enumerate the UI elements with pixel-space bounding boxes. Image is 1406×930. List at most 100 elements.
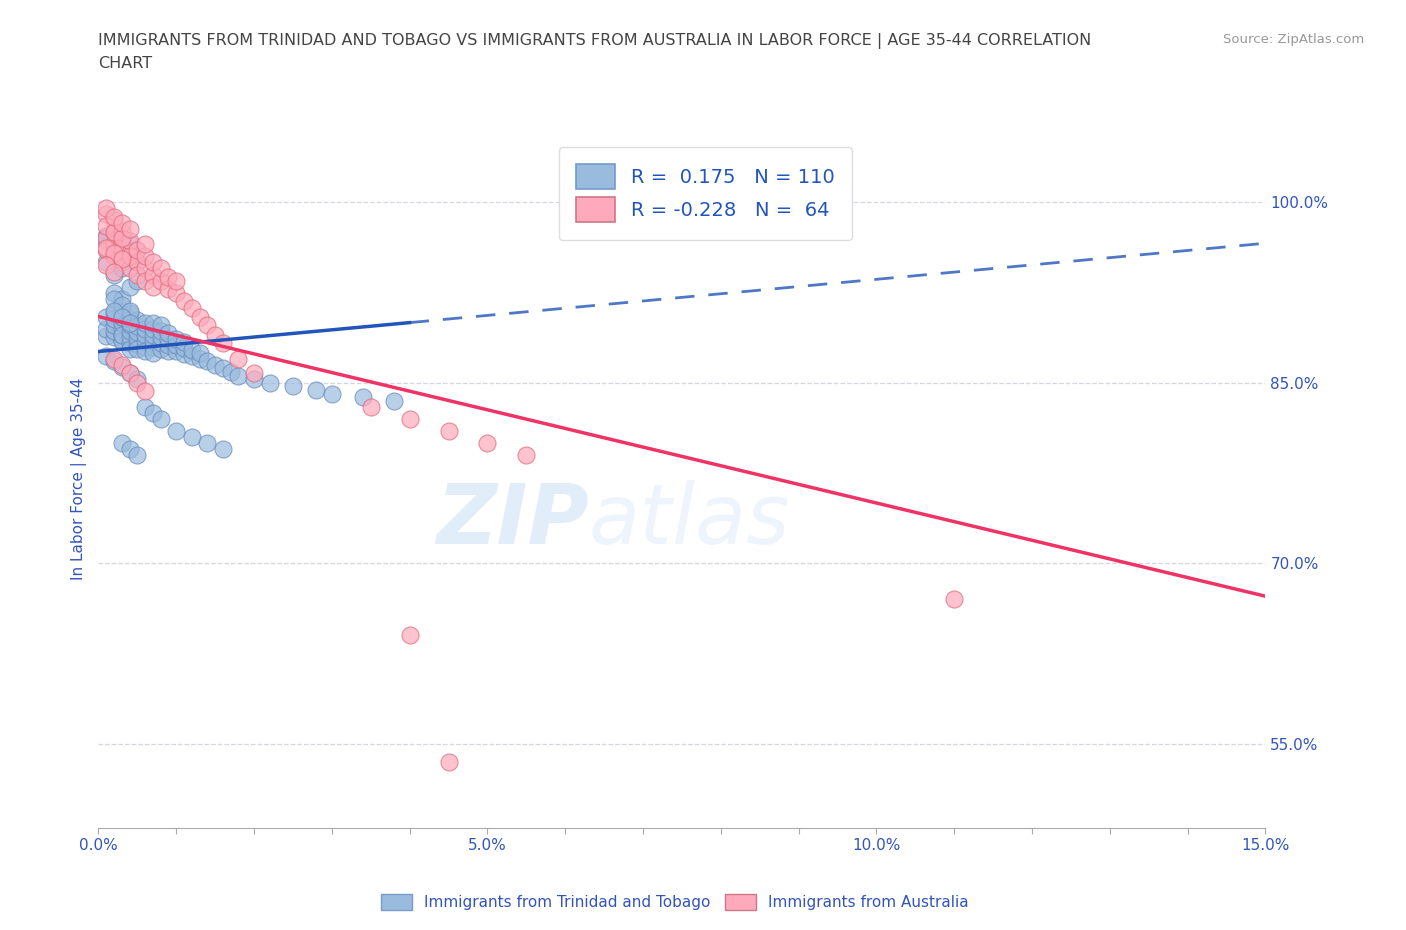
- Legend: Immigrants from Trinidad and Tobago, Immigrants from Australia: Immigrants from Trinidad and Tobago, Imm…: [374, 886, 976, 918]
- Point: [188, 309, 211, 324]
- Point: [96, 258, 118, 272]
- Point: [142, 279, 165, 294]
- Point: [96, 233, 118, 248]
- Point: [103, 303, 125, 318]
- Point: [165, 273, 187, 288]
- Point: [157, 270, 180, 285]
- Point: [111, 251, 134, 266]
- Point: [127, 331, 149, 346]
- Point: [173, 340, 195, 355]
- Point: [352, 390, 374, 405]
- Point: [111, 243, 134, 258]
- Point: [118, 249, 141, 264]
- Point: [96, 229, 118, 244]
- Point: [103, 246, 125, 260]
- Point: [180, 349, 202, 364]
- Point: [165, 332, 187, 347]
- Point: [118, 249, 141, 264]
- Point: [134, 249, 156, 264]
- Point: [96, 255, 118, 270]
- Point: [142, 267, 165, 282]
- Point: [118, 303, 141, 318]
- Point: [111, 303, 134, 318]
- Point: [118, 312, 141, 326]
- Point: [111, 255, 134, 270]
- Point: [127, 273, 149, 288]
- Point: [321, 386, 343, 401]
- Point: [142, 333, 165, 348]
- Point: [103, 237, 125, 252]
- Point: [149, 341, 172, 356]
- Point: [134, 384, 156, 399]
- Point: [118, 261, 141, 276]
- Point: [149, 273, 172, 288]
- Point: [103, 225, 125, 240]
- Point: [134, 237, 156, 252]
- Point: [96, 241, 118, 256]
- Legend: R =  0.175   N = 110, R = -0.228   N =  64: R = 0.175 N = 110, R = -0.228 N = 64: [558, 147, 852, 240]
- Y-axis label: In Labor Force | Age 35-44: In Labor Force | Age 35-44: [72, 378, 87, 580]
- Point: [127, 337, 149, 352]
- Point: [111, 243, 134, 258]
- Point: [173, 294, 195, 309]
- Point: [134, 344, 156, 359]
- Point: [103, 353, 125, 368]
- Point: [134, 321, 156, 336]
- Point: [228, 368, 250, 383]
- Point: [103, 329, 125, 344]
- Point: [204, 357, 226, 372]
- Point: [103, 317, 125, 332]
- Point: [173, 335, 195, 350]
- Point: [111, 298, 134, 312]
- Point: [212, 442, 235, 457]
- Point: [111, 237, 134, 252]
- Point: [243, 372, 266, 387]
- Point: [118, 306, 141, 321]
- Point: [142, 315, 165, 330]
- Point: [149, 329, 172, 344]
- Point: [180, 343, 202, 358]
- Point: [111, 333, 134, 348]
- Point: [118, 365, 141, 380]
- Point: [204, 327, 226, 342]
- Point: [134, 399, 156, 414]
- Point: [382, 393, 405, 408]
- Point: [157, 332, 180, 347]
- Point: [259, 376, 281, 391]
- Point: [96, 207, 118, 222]
- Point: [96, 243, 118, 258]
- Point: [243, 365, 266, 380]
- Point: [127, 372, 149, 387]
- Point: [142, 321, 165, 336]
- Point: [96, 328, 118, 343]
- Point: [111, 231, 134, 246]
- Point: [212, 336, 235, 351]
- Point: [437, 423, 460, 438]
- Point: [111, 291, 134, 306]
- Point: [103, 225, 125, 240]
- Point: [103, 249, 125, 264]
- Point: [111, 216, 134, 231]
- Point: [195, 317, 218, 332]
- Point: [127, 255, 149, 270]
- Point: [180, 430, 202, 445]
- Point: [943, 591, 966, 606]
- Point: [103, 213, 125, 228]
- Text: ZIP: ZIP: [436, 480, 589, 562]
- Point: [118, 324, 141, 339]
- Point: [111, 333, 134, 348]
- Point: [134, 327, 156, 342]
- Point: [96, 321, 118, 336]
- Point: [118, 336, 141, 351]
- Point: [111, 309, 134, 324]
- Point: [127, 376, 149, 391]
- Point: [134, 315, 156, 330]
- Point: [195, 435, 218, 450]
- Point: [111, 237, 134, 252]
- Point: [142, 255, 165, 270]
- Point: [188, 352, 211, 366]
- Point: [127, 267, 149, 282]
- Point: [96, 349, 118, 364]
- Point: [515, 447, 537, 462]
- Point: [398, 411, 420, 426]
